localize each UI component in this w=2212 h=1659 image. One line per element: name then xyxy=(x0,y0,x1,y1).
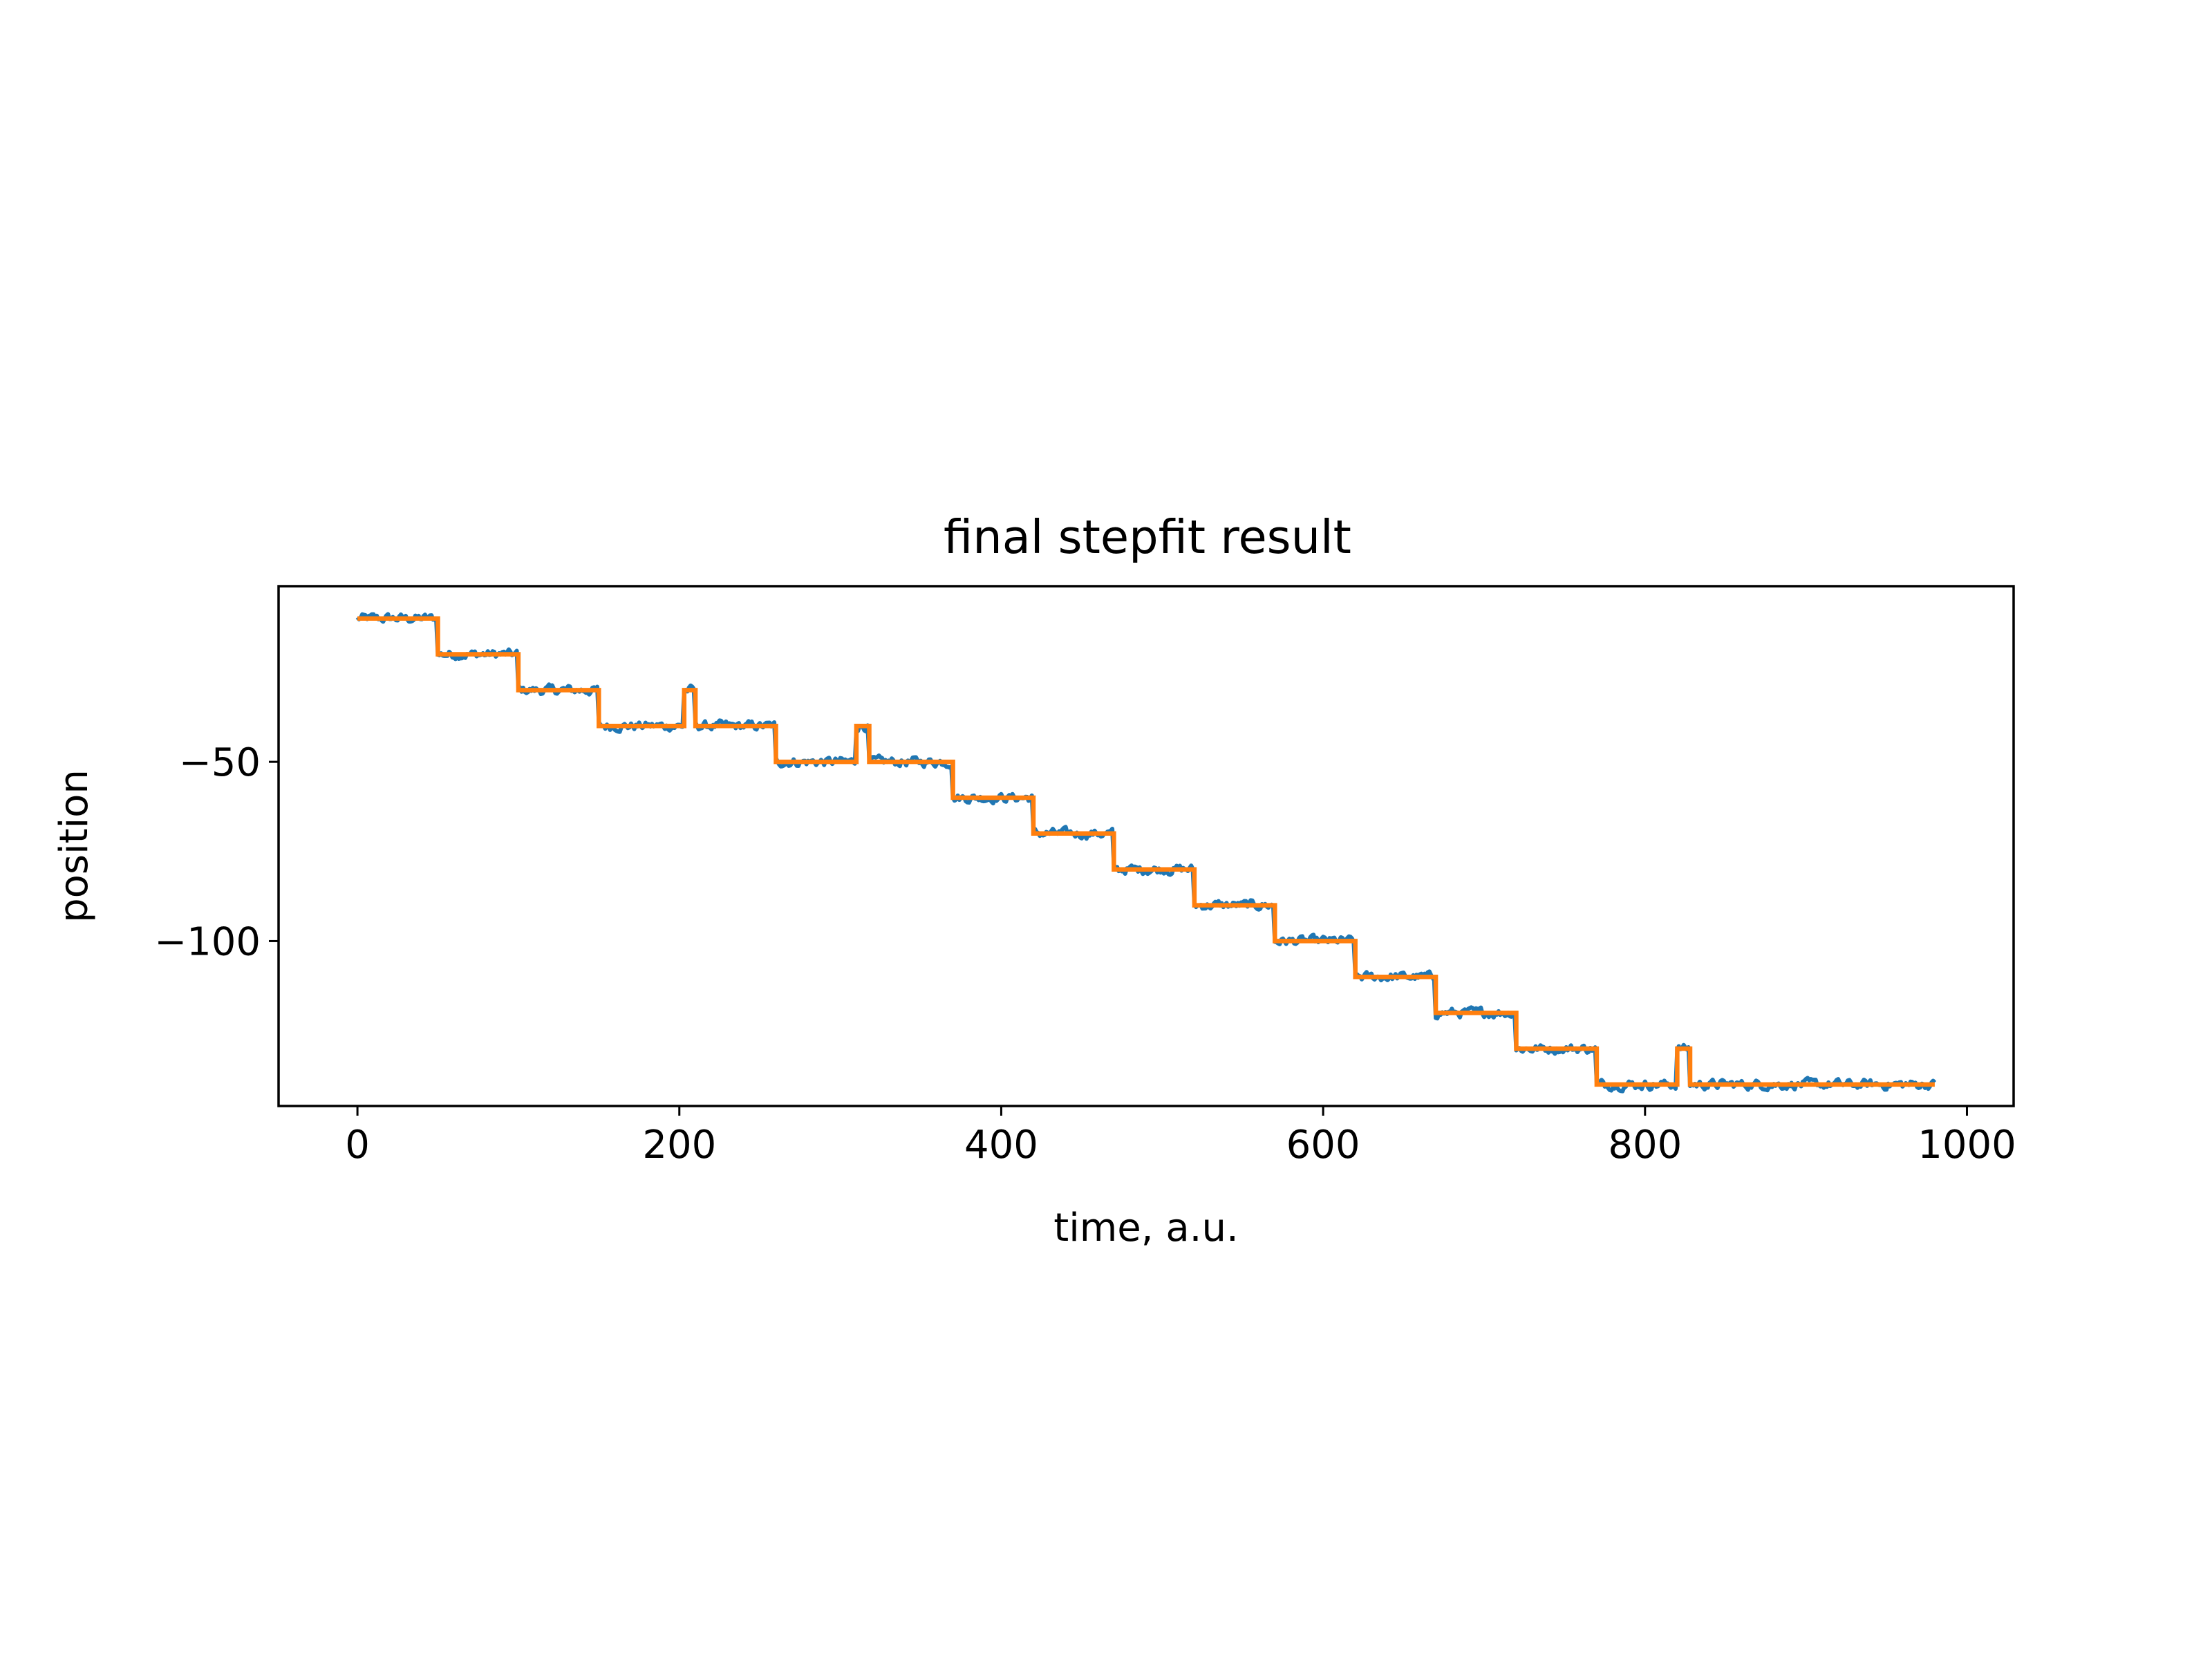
x-tick-label: 1000 xyxy=(1918,1123,2016,1168)
x-tick-label: 800 xyxy=(1608,1123,1682,1168)
y-axis-ticks: −50 −100 xyxy=(154,740,279,964)
y-axis-label: position xyxy=(52,769,97,923)
plot-area xyxy=(355,612,1937,1094)
series-line-data xyxy=(355,612,1937,1094)
x-tick-label: 600 xyxy=(1286,1123,1360,1168)
x-tick-label: 0 xyxy=(345,1123,370,1168)
axes-frame xyxy=(277,585,2015,1107)
x-axis-label: time, a.u. xyxy=(1053,1206,1239,1250)
chart-title: final stepfit result xyxy=(944,510,1351,564)
y-tick-label: −50 xyxy=(179,740,261,785)
x-tick-label: 400 xyxy=(964,1123,1038,1168)
x-tick-label: 200 xyxy=(642,1123,716,1168)
y-tick-label: −100 xyxy=(154,919,261,964)
series-line-fit xyxy=(357,616,1935,1087)
x-axis-ticks: 0 200 400 600 800 1000 xyxy=(345,1106,2016,1168)
